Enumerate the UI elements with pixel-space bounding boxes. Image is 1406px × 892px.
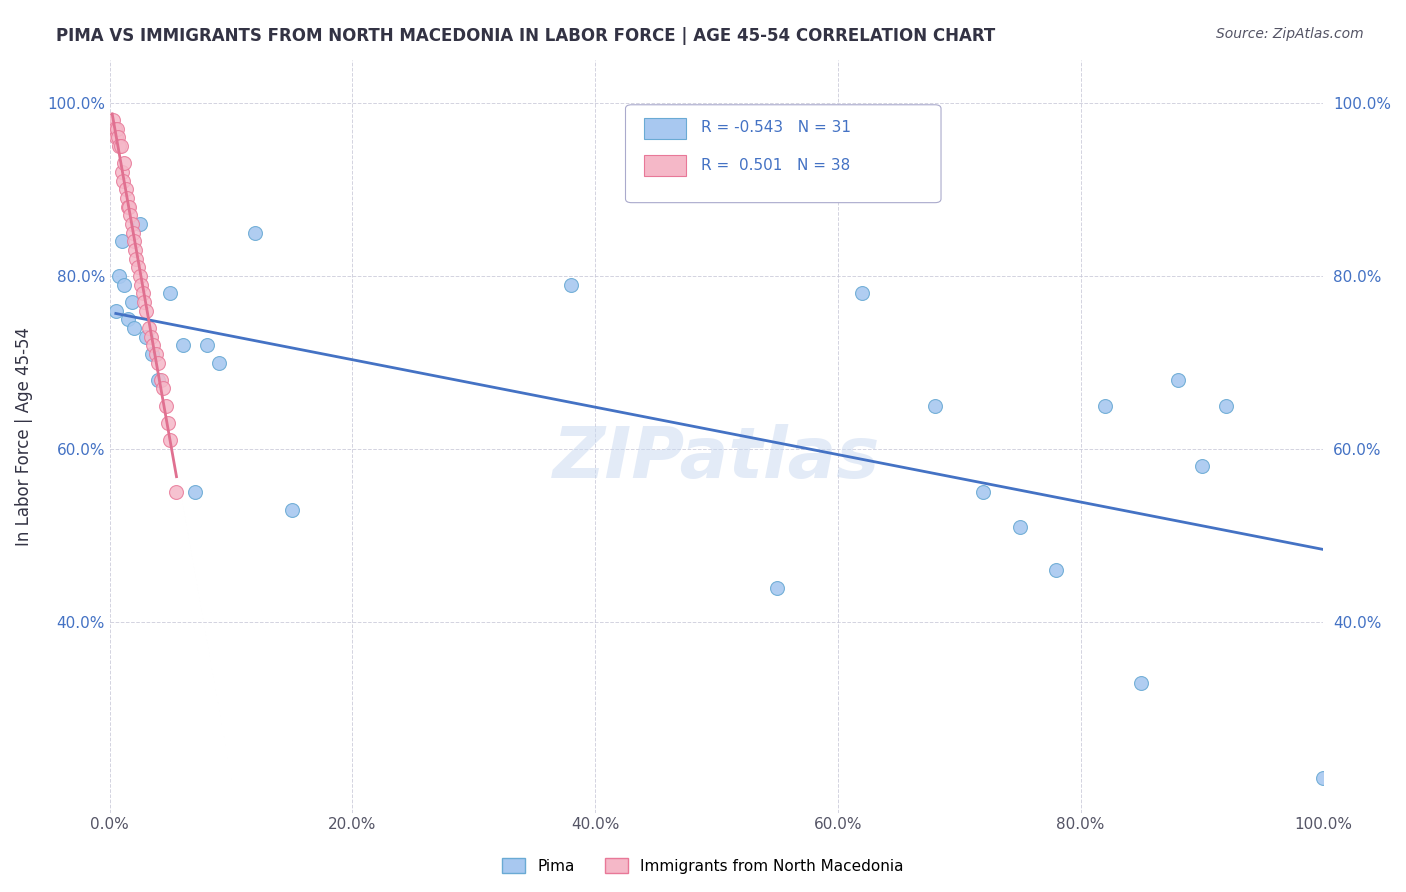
Point (117, 200, 139, 214)
Point (122, 235, 145, 249)
FancyBboxPatch shape (644, 118, 686, 138)
Point (105, 121, 128, 136)
Point (104, 121, 127, 136)
Point (141, 347, 163, 361)
Text: R =  0.501   N = 38: R = 0.501 N = 38 (700, 158, 851, 172)
Point (148, 373, 170, 387)
Point (135, 329, 157, 343)
Point (124, 243, 146, 257)
Point (107, 130, 129, 145)
Point (108, 139, 131, 153)
Point (156, 416, 179, 430)
Point (149, 373, 172, 387)
Text: Source: ZipAtlas.com: Source: ZipAtlas.com (1216, 27, 1364, 41)
Text: R = -0.543   N = 31: R = -0.543 N = 31 (700, 120, 851, 135)
Point (851, 286, 873, 301)
Point (142, 338, 165, 352)
Point (195, 338, 218, 352)
Point (103, 113, 125, 128)
Point (114, 182, 136, 196)
Point (118, 200, 141, 214)
Point (129, 277, 152, 292)
Y-axis label: In Labor Force | Age 45-54: In Labor Force | Age 45-54 (15, 326, 32, 546)
Point (183, 485, 205, 500)
Point (127, 260, 149, 275)
Point (111, 165, 134, 179)
Point (1045, 563, 1067, 577)
Point (111, 235, 134, 249)
Point (112, 156, 135, 170)
FancyBboxPatch shape (644, 155, 686, 177)
Point (104, 303, 127, 318)
Point (159, 434, 181, 448)
FancyBboxPatch shape (626, 104, 941, 202)
Point (1167, 373, 1189, 387)
Point (1191, 459, 1213, 474)
Point (139, 329, 162, 343)
Point (152, 382, 174, 396)
Point (135, 303, 157, 318)
Point (1312, 771, 1334, 785)
Point (121, 294, 143, 309)
Point (108, 268, 131, 283)
Point (1094, 399, 1116, 413)
Point (172, 338, 194, 352)
Point (208, 355, 231, 369)
Point (131, 286, 153, 301)
Point (1008, 520, 1031, 534)
Point (148, 355, 170, 369)
Point (101, 121, 124, 136)
Point (121, 217, 143, 231)
Text: ZIPatlas: ZIPatlas (553, 425, 880, 493)
Point (125, 252, 148, 266)
Point (281, 502, 304, 516)
Point (1130, 675, 1153, 690)
Point (155, 399, 177, 413)
Point (972, 485, 994, 500)
Point (120, 208, 142, 222)
Point (117, 312, 139, 326)
Point (122, 321, 145, 335)
Point (115, 191, 138, 205)
Point (1215, 399, 1237, 413)
Point (129, 268, 152, 283)
Point (145, 347, 167, 361)
Point (924, 399, 946, 413)
Point (121, 226, 143, 240)
Point (129, 217, 152, 231)
Point (138, 321, 160, 335)
Text: PIMA VS IMMIGRANTS FROM NORTH MACEDONIA IN LABOR FORCE | AGE 45-54 CORRELATION C: PIMA VS IMMIGRANTS FROM NORTH MACEDONIA … (56, 27, 995, 45)
Legend: Pima, Immigrants from North Macedonia: Pima, Immigrants from North Macedonia (496, 852, 910, 880)
Point (112, 174, 135, 188)
Point (112, 277, 135, 292)
Point (159, 286, 181, 301)
Point (104, 130, 127, 145)
Point (166, 485, 188, 500)
Point (560, 277, 582, 292)
Point (245, 226, 267, 240)
Point (766, 581, 789, 595)
Point (110, 139, 132, 153)
Point (132, 294, 155, 309)
